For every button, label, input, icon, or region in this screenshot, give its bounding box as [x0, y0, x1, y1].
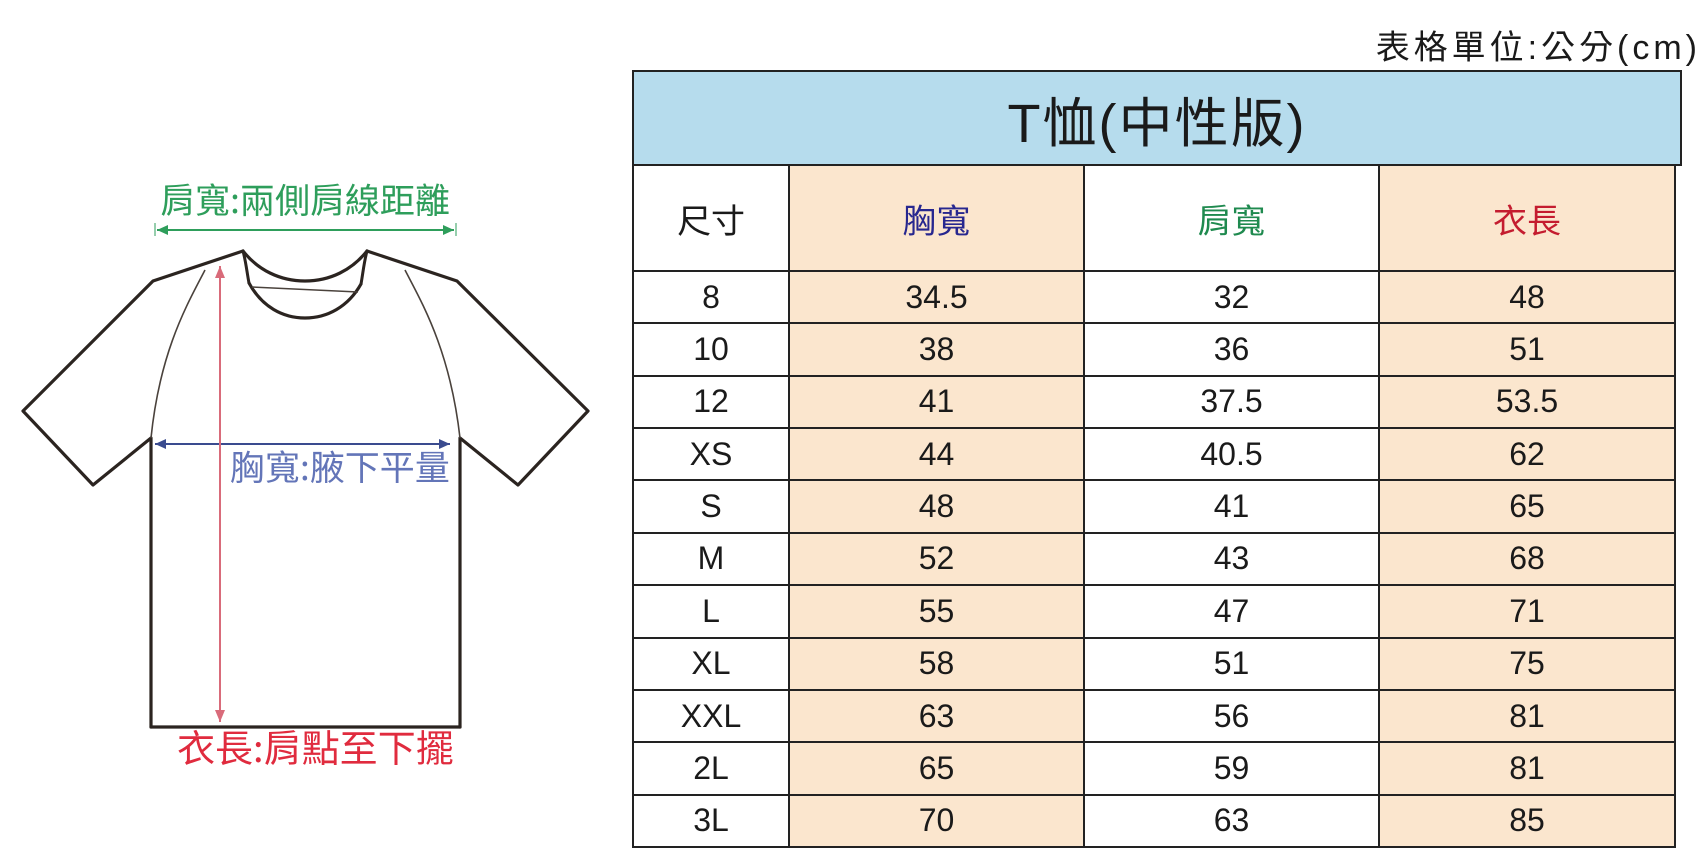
svg-text:肩寬:兩側肩線距離: 肩寬:兩側肩線距離: [160, 173, 450, 224]
svg-text:胸寬:腋下平量: 胸寬:腋下平量: [230, 440, 450, 491]
svg-text:衣長:肩點至下擺: 衣長:肩點至下擺: [177, 718, 454, 773]
